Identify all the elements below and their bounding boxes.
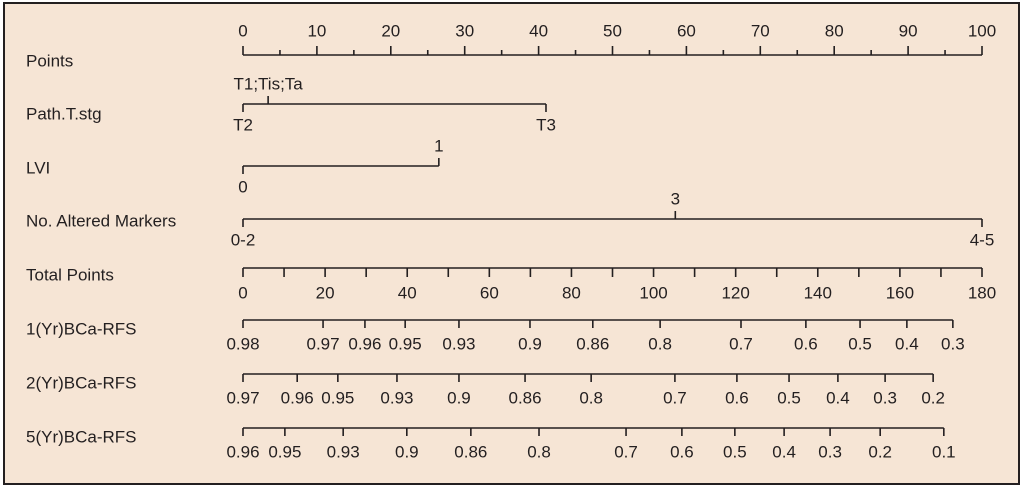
tick-label: 0.93 <box>442 334 475 353</box>
level-label: 0 <box>238 177 247 196</box>
tick-label: 0.5 <box>723 442 747 461</box>
tick-label: 0.8 <box>648 334 672 353</box>
tick-label: 70 <box>751 21 770 40</box>
tick-label: 0.2 <box>868 442 892 461</box>
tick-label: 0.98 <box>226 334 259 353</box>
level-label: T3 <box>536 115 556 134</box>
row-name: 2(Yr)BCa-RFS <box>26 373 137 392</box>
level-label: 1 <box>434 136 443 155</box>
row-name: 1(Yr)BCa-RFS <box>26 319 137 338</box>
tick-label: 100 <box>639 283 667 302</box>
tick-label: 160 <box>886 283 914 302</box>
tick-label: 30 <box>455 21 474 40</box>
tick-label: 80 <box>825 21 844 40</box>
tick-label: 0.1 <box>932 442 956 461</box>
tick-label: 0.95 <box>268 442 301 461</box>
tick-label: 0.6 <box>725 388 749 407</box>
tick-label: 80 <box>562 283 581 302</box>
tick-label: 0.9 <box>447 388 471 407</box>
tick-label: 0.95 <box>321 388 354 407</box>
tick-label: 0.6 <box>670 442 694 461</box>
row-name: Total Points <box>26 265 114 284</box>
tick-label: 0.96 <box>281 388 314 407</box>
tick-label: 140 <box>804 283 832 302</box>
tick-label: 0.97 <box>307 334 340 353</box>
tick-label: 0.97 <box>226 388 259 407</box>
level-label: T2 <box>233 115 253 134</box>
tick-label: 0.6 <box>794 334 818 353</box>
tick-label: 0.9 <box>518 334 542 353</box>
tick-label: 40 <box>398 283 417 302</box>
tick-label: 60 <box>480 283 499 302</box>
tick-label: 0.7 <box>663 388 687 407</box>
level-label: 0-2 <box>231 230 256 249</box>
tick-label: 0.4 <box>826 388 850 407</box>
tick-label: 0.93 <box>380 388 413 407</box>
tick-label: 0.7 <box>729 334 753 353</box>
row-name: LVI <box>26 158 50 177</box>
tick-label: 0.95 <box>389 334 422 353</box>
tick-label: 0.8 <box>579 388 603 407</box>
tick-label: 0.96 <box>348 334 381 353</box>
row-name: Path.T.stg <box>26 104 102 123</box>
row-name: Points <box>26 51 73 70</box>
tick-label: 0.93 <box>327 442 360 461</box>
tick-label: 50 <box>603 21 622 40</box>
row-name: No. Altered Markers <box>26 211 176 230</box>
tick-label: 0 <box>238 283 247 302</box>
level-label: 3 <box>671 189 680 208</box>
frame <box>3 2 1020 485</box>
tick-label: 0 <box>238 21 247 40</box>
tick-label: 120 <box>721 283 749 302</box>
level-label: 4-5 <box>970 230 995 249</box>
tick-label: 0.86 <box>454 442 487 461</box>
tick-label: 0.4 <box>772 442 796 461</box>
row-name: 5(Yr)BCa-RFS <box>26 427 137 446</box>
tick-label: 0.86 <box>509 388 542 407</box>
tick-label: 100 <box>968 21 996 40</box>
tick-label: 0.5 <box>777 388 801 407</box>
tick-label: 0.96 <box>226 442 259 461</box>
tick-label: 0.4 <box>895 334 919 353</box>
tick-label: 90 <box>899 21 918 40</box>
tick-label: 0.2 <box>921 388 945 407</box>
tick-label: 0.5 <box>848 334 872 353</box>
tick-label: 180 <box>968 283 996 302</box>
tick-label: 0.86 <box>576 334 609 353</box>
tick-label: 20 <box>381 21 400 40</box>
level-label: T1;Tis;Ta <box>233 74 303 93</box>
tick-label: 0.3 <box>941 334 965 353</box>
tick-label: 0.9 <box>395 442 419 461</box>
tick-label: 60 <box>677 21 696 40</box>
tick-label: 0.8 <box>527 442 551 461</box>
tick-label: 0.7 <box>614 442 638 461</box>
tick-label: 40 <box>529 21 548 40</box>
tick-label: 20 <box>316 283 335 302</box>
tick-label: 0.3 <box>873 388 897 407</box>
tick-label: 0.3 <box>818 442 842 461</box>
tick-label: 10 <box>307 21 326 40</box>
